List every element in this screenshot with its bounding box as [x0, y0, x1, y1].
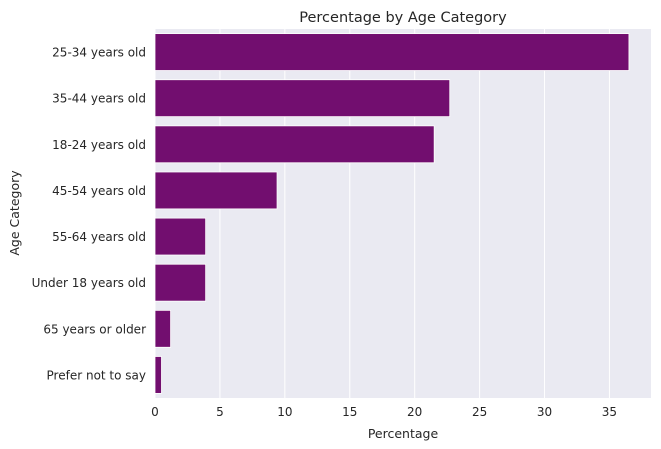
y-tick-label: 18-24 years old: [52, 138, 146, 152]
x-tick-labels: 0 5 10 15 20 25 30 35: [151, 405, 617, 419]
x-tick-label: 10: [277, 405, 292, 419]
y-axis-label: Age Category: [7, 170, 22, 256]
bar-1: [154, 79, 451, 118]
x-axis-label: Percentage: [368, 426, 439, 441]
y-tick-labels: 25-34 years old 35-44 years old 18-24 year…: [32, 46, 146, 383]
x-tick-label: 25: [472, 405, 487, 419]
bar-6: [154, 309, 171, 348]
bar-7: [154, 356, 162, 394]
x-tick-label: 5: [216, 405, 224, 419]
x-tick-label: 20: [407, 405, 422, 419]
bar-5: [154, 263, 207, 302]
y-tick-label: 25-34 years old: [52, 46, 146, 60]
x-tick-label: 15: [342, 405, 357, 419]
bars: [154, 33, 630, 394]
y-tick-label: 65 years or older: [43, 322, 146, 336]
x-tick-label: 30: [537, 405, 552, 419]
y-tick-label: Under 18 years old: [32, 276, 146, 290]
y-tick-label: Prefer not to say: [47, 368, 146, 382]
y-tick-label: 45-54 years old: [52, 184, 146, 198]
bar-0: [154, 33, 630, 71]
y-tick-label: 55-64 years old: [52, 230, 146, 244]
bar-3: [154, 171, 278, 210]
y-tick-label: 35-44 years old: [52, 92, 146, 106]
bar-2: [154, 125, 435, 164]
x-tick-label: 0: [151, 405, 159, 419]
chart-title: Percentage by Age Category: [299, 10, 507, 26]
bar-4: [154, 217, 207, 256]
x-tick-label: 35: [602, 405, 617, 419]
